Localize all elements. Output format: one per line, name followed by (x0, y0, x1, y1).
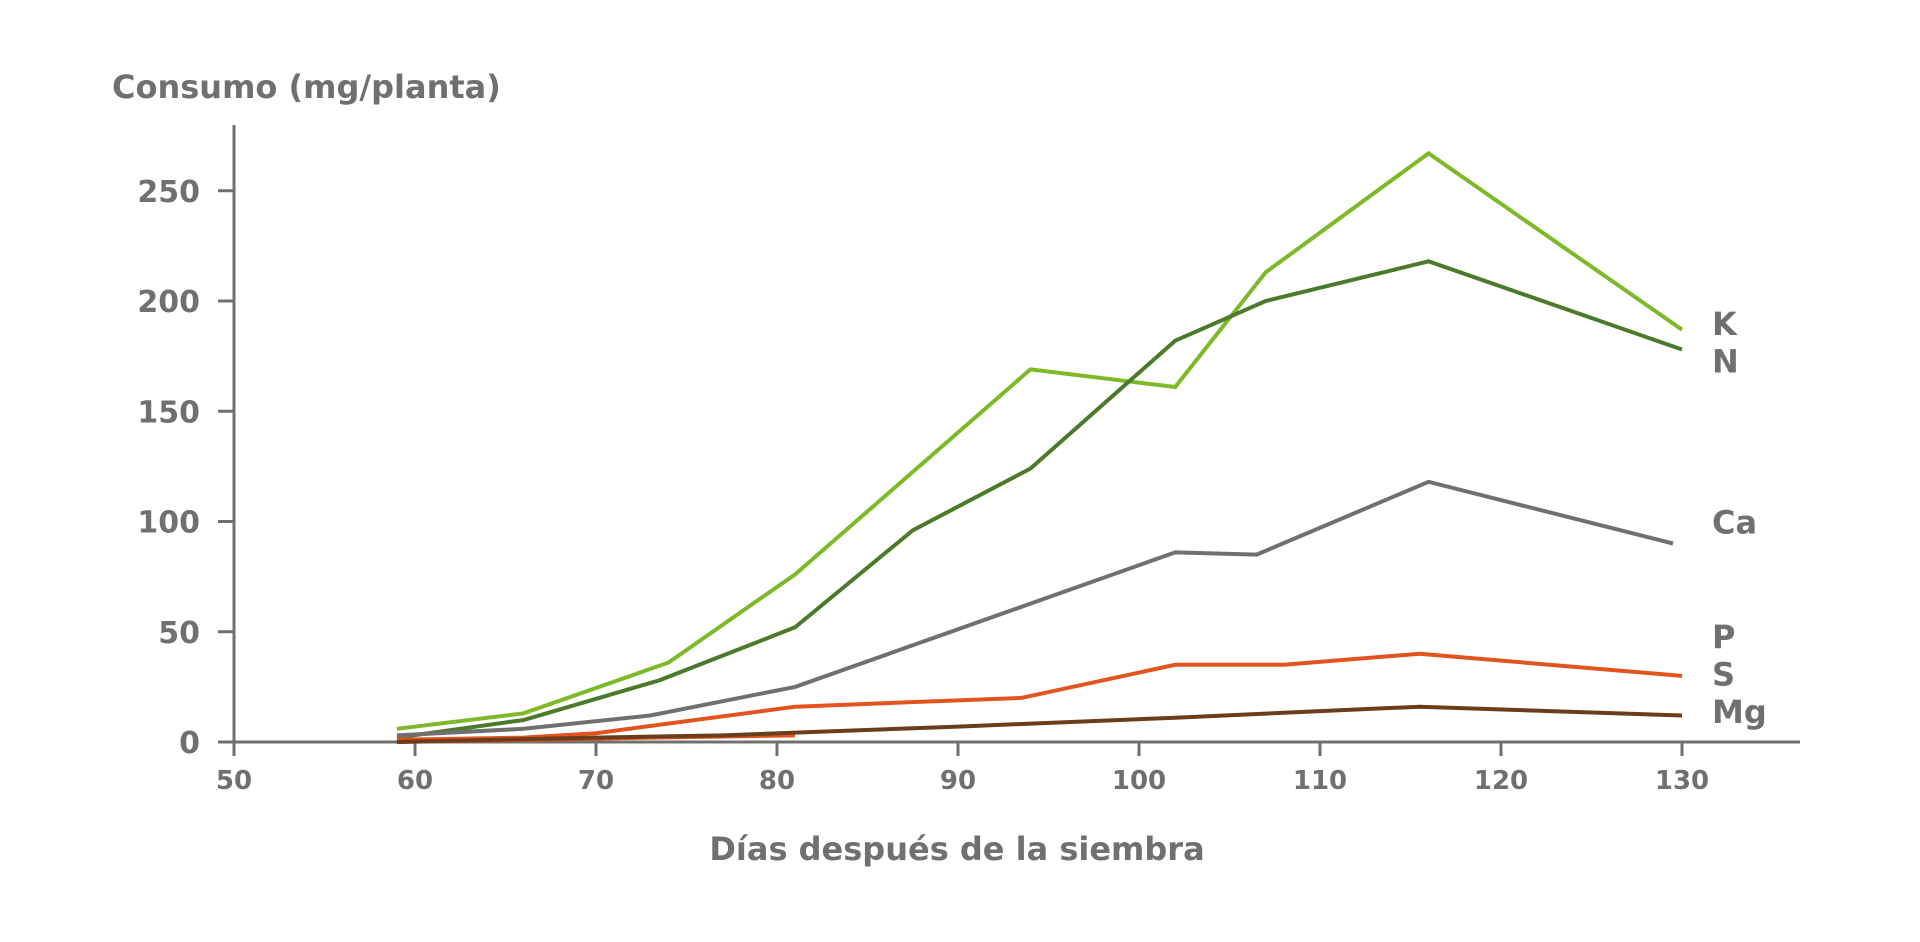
x-tick-label: 80 (759, 766, 795, 796)
series-line-k (396, 150, 1684, 731)
x-tick-label: 100 (1112, 766, 1166, 796)
series-line-mg (396, 704, 1683, 744)
y-tick-label: 150 (137, 395, 200, 430)
y-tick-label: 0 (179, 726, 200, 761)
y-tick-label: 100 (137, 506, 200, 541)
x-tick-label: 120 (1474, 766, 1528, 796)
y-tick-label: 50 (158, 616, 200, 651)
y-tick-label: 250 (137, 175, 200, 210)
series-label-s: S (1712, 656, 1735, 694)
series-label-n: N (1712, 343, 1739, 381)
axes: 0 50 100 150 200 250 50 60 70 80 90 100 110 120 130 (137, 125, 1800, 796)
y-tick-label: 200 (137, 285, 200, 320)
series-label-k: K (1712, 305, 1738, 343)
series-line-p (396, 651, 1683, 742)
x-tick-label: 70 (578, 766, 614, 796)
series-layer (396, 150, 1684, 744)
series-label-ca: Ca (1712, 504, 1757, 542)
x-axis-label: Días después de la siembra (709, 830, 1204, 868)
series-label-p: P (1712, 618, 1735, 656)
x-tick-label: 60 (397, 766, 433, 796)
series-label-mg: Mg (1712, 693, 1767, 731)
series-line-ca (396, 479, 1674, 738)
y-axis-label: Consumo (mg/planta) (112, 68, 501, 106)
x-tick-label: 110 (1293, 766, 1347, 796)
series-line-n (396, 259, 1683, 740)
x-tick-label: 90 (940, 766, 976, 796)
x-tick-label: 130 (1655, 766, 1709, 796)
x-tick-label: 50 (216, 766, 252, 796)
